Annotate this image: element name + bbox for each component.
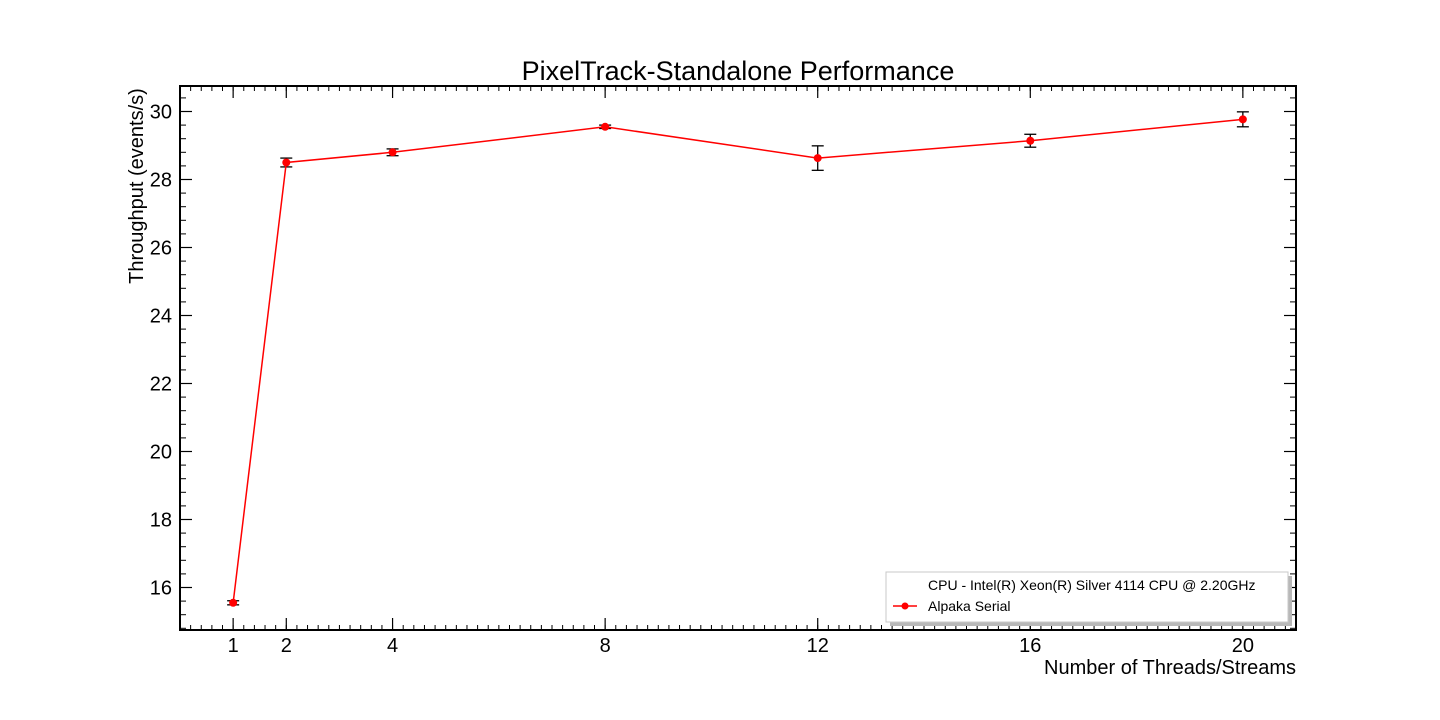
- y-tick-label: 20: [150, 442, 172, 464]
- series-line-alpaka-serial: [232, 118, 1243, 603]
- plot-frame: [179, 85, 1297, 631]
- legend-point-marker: [901, 602, 909, 610]
- data-point: [388, 148, 397, 157]
- x-tick-label: 16: [1019, 635, 1041, 657]
- data-points: [229, 115, 1247, 607]
- x-tick-label: 1: [228, 635, 239, 657]
- x-tick-label: 2: [281, 635, 292, 657]
- x-tick-label: 4: [387, 635, 398, 657]
- data-point: [1026, 136, 1035, 145]
- data-point: [1238, 115, 1247, 124]
- y-tick-label: 16: [150, 578, 172, 600]
- y-tick-label: 24: [150, 306, 172, 328]
- x-tick-label: 20: [1232, 635, 1254, 657]
- legend-header: CPU - Intel(R) Xeon(R) Silver 4114 CPU @…: [928, 577, 1256, 593]
- x-tick-label: 8: [600, 635, 611, 657]
- legend: CPU - Intel(R) Xeon(R) Silver 4114 CPU @…: [885, 571, 1292, 626]
- error-bars: [227, 111, 1249, 606]
- minor-ticks: [179, 86, 1297, 630]
- legend-box: [885, 571, 1289, 623]
- data-point: [229, 598, 238, 607]
- legend-entry-alpaka-serial: Alpaka Serial: [928, 598, 1011, 614]
- data-point: [601, 122, 610, 131]
- data-point: [282, 158, 291, 167]
- y-tick-label: 28: [150, 170, 172, 192]
- y-tick-label: 22: [150, 374, 172, 396]
- y-tick-label: 18: [150, 510, 172, 532]
- y-tick-label: 30: [150, 102, 172, 124]
- x-tick-label: 12: [807, 635, 829, 657]
- data-point: [813, 154, 822, 163]
- chart-title: PixelTrack-Standalone Performance: [522, 56, 955, 86]
- x-axis-label: Number of Threads/Streams: [1044, 657, 1296, 679]
- major-ticks: [180, 86, 1296, 630]
- y-axis-label: Throughput (events/s): [126, 88, 148, 284]
- y-tick-label: 26: [150, 238, 172, 260]
